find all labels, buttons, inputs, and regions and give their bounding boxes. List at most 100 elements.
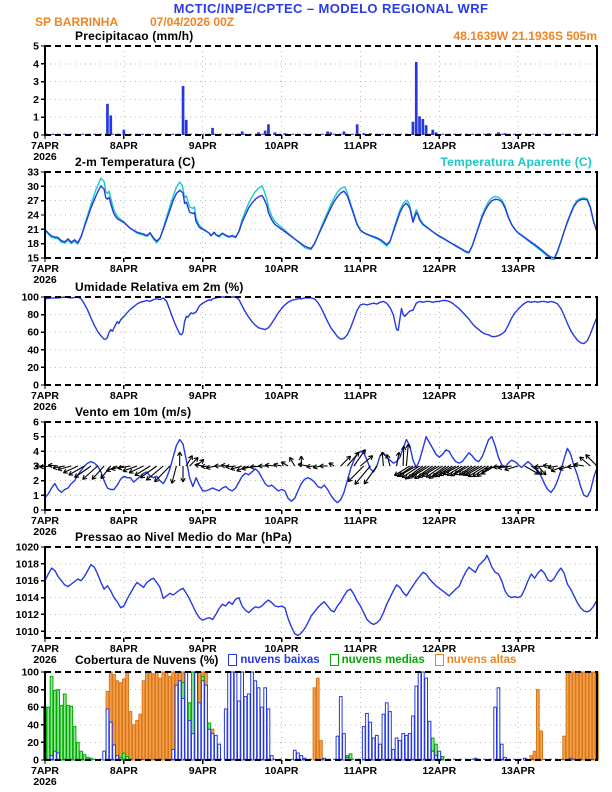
wind-arrow-head bbox=[550, 467, 555, 472]
x-tick-label: 8APR bbox=[110, 263, 138, 275]
wind-arrow-head bbox=[460, 470, 464, 476]
y-tick-label: 4 bbox=[33, 446, 39, 458]
wind-arrow-head bbox=[401, 445, 405, 451]
bar bbox=[585, 671, 589, 761]
y-tick-label: 27 bbox=[27, 195, 39, 207]
wind-arrow-head bbox=[504, 466, 509, 471]
bar bbox=[227, 671, 231, 761]
bar bbox=[315, 677, 320, 761]
bar bbox=[106, 103, 109, 135]
y-tick-label: 5 bbox=[33, 431, 39, 443]
wind-arrow-head bbox=[319, 465, 324, 469]
wind-arrow-head bbox=[200, 463, 206, 468]
wind-arrow-head bbox=[361, 449, 366, 452]
wind-arrow-shaft bbox=[442, 465, 460, 475]
wind-arrow-head bbox=[258, 465, 263, 469]
x-tick-label: 7APR bbox=[31, 643, 59, 655]
wind-arrow-head bbox=[52, 464, 57, 469]
bar bbox=[263, 687, 267, 761]
x-tick-label: 13APR bbox=[501, 643, 535, 655]
wind-arrow-shaft bbox=[446, 465, 463, 476]
bar bbox=[365, 712, 369, 761]
x-tick-label: 10APR bbox=[265, 263, 299, 275]
wind-arrow-head bbox=[236, 470, 242, 473]
bar bbox=[421, 671, 425, 761]
station-name: SP BARRINHA bbox=[35, 15, 119, 29]
wind-arrow-head bbox=[230, 468, 236, 471]
x-tick-label: 7APR bbox=[31, 390, 59, 402]
wind-arrow-head bbox=[214, 465, 219, 469]
bar bbox=[427, 720, 432, 761]
x-tick-label: 8APR bbox=[110, 765, 138, 777]
wind-arrow-head bbox=[34, 463, 40, 467]
location-coords: 48.1639W 21.1936S 505m bbox=[453, 29, 597, 43]
bar bbox=[388, 711, 392, 761]
wind-arrow-head bbox=[111, 468, 116, 472]
wind-arrow-head bbox=[300, 455, 304, 461]
wind-arrow-head bbox=[467, 472, 471, 477]
wind-arrow-head bbox=[236, 466, 240, 472]
bar bbox=[233, 671, 238, 761]
x-tick-label: 12APR bbox=[422, 643, 456, 655]
y-tick-label: 30 bbox=[27, 181, 39, 193]
wind-arrow-head bbox=[128, 468, 133, 474]
wind-arrow-head bbox=[201, 459, 205, 464]
x-tick-label: 10APR bbox=[265, 140, 299, 152]
wind-arrow-head bbox=[381, 451, 386, 457]
bar bbox=[69, 705, 74, 761]
wind-arrow-head bbox=[462, 471, 466, 476]
bar bbox=[269, 755, 274, 761]
wind-arrow-head bbox=[363, 481, 369, 485]
bar bbox=[381, 713, 386, 761]
bar bbox=[361, 726, 366, 761]
wind-arrow-head bbox=[368, 455, 373, 458]
wind-arrow-shaft bbox=[230, 465, 243, 470]
bar bbox=[565, 671, 570, 761]
wind-arrow-head bbox=[273, 463, 278, 468]
x-tick-label: 9APR bbox=[189, 390, 217, 402]
wind-arrow-shaft bbox=[534, 465, 545, 468]
bar bbox=[414, 685, 419, 761]
x-tick-sublabel: 2026 bbox=[33, 654, 57, 666]
bar bbox=[497, 132, 500, 135]
wind-arrow-head bbox=[573, 463, 578, 468]
wind-arrow-shaft bbox=[289, 457, 296, 467]
wind-arrow-head bbox=[354, 451, 360, 455]
y-tick-label: 0 bbox=[33, 380, 39, 392]
bar bbox=[46, 706, 51, 761]
wind-arrow-head bbox=[193, 456, 199, 460]
bar bbox=[384, 702, 389, 761]
wind-arrow-shaft bbox=[465, 465, 483, 476]
wind-arrow-head bbox=[68, 470, 72, 476]
wind-arrow-shaft bbox=[354, 465, 371, 485]
wind-arrow-head bbox=[579, 456, 585, 459]
bar bbox=[424, 677, 428, 761]
wind-arrow-shaft bbox=[82, 465, 98, 480]
x-tick-label: 12APR bbox=[422, 390, 456, 402]
bar bbox=[283, 133, 287, 135]
wind-arrow-shaft bbox=[439, 465, 456, 476]
bar bbox=[532, 750, 537, 761]
wind-arrow-head bbox=[414, 474, 418, 479]
bar bbox=[312, 687, 317, 761]
bar bbox=[204, 684, 208, 761]
y-tick-label: 18 bbox=[27, 238, 39, 250]
wind-arrow-head bbox=[199, 459, 204, 461]
wind-arrow-head bbox=[395, 451, 400, 457]
y-tick-label: 60 bbox=[27, 327, 39, 339]
wind-arrow-shaft bbox=[421, 465, 440, 477]
wind-arrow-shaft bbox=[171, 465, 177, 484]
low-clouds-legend-box-icon bbox=[228, 654, 238, 666]
wind-arrow-head bbox=[140, 476, 146, 479]
y-tick-label: 3 bbox=[33, 76, 39, 88]
wind-arrow-head bbox=[196, 457, 199, 463]
page-title: MCTIC/INPE/CPTEC – MODELO REGIONAL WRF bbox=[173, 1, 489, 16]
panel-title-temperature: 2-m Temperatura (C) bbox=[75, 155, 196, 169]
wind-arrow-head bbox=[544, 470, 547, 476]
bar bbox=[56, 689, 60, 761]
bar bbox=[273, 132, 277, 135]
wind-arrow-head bbox=[225, 463, 230, 468]
wind-arrow-head bbox=[450, 471, 453, 477]
wind-arrow-head bbox=[442, 470, 446, 475]
bar bbox=[394, 737, 399, 761]
